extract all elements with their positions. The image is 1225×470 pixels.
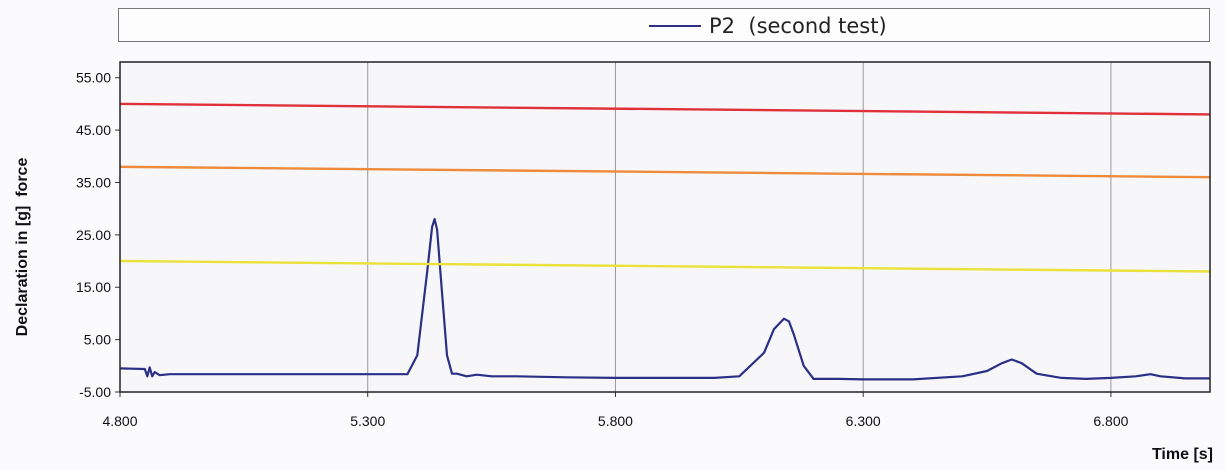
legend: P2 (second test) (118, 8, 1210, 42)
y-tick-label: 15.00 (76, 279, 111, 295)
y-tick-label: 55.00 (76, 70, 111, 86)
legend-label: P2 (second test) (709, 14, 887, 38)
threshold-line-3 (119, 259, 1211, 273)
y-tick-label: 45.00 (76, 122, 111, 138)
legend-item-p2[interactable]: P2 (second test) (649, 14, 887, 38)
x-tick-label: 5.300 (350, 413, 385, 429)
x-tick-label: 6.300 (846, 413, 881, 429)
y-tick-label: 5.00 (84, 332, 111, 348)
y-tick-label: 35.00 (76, 174, 111, 190)
x-axis-title: Time [s] (1152, 446, 1213, 463)
plot-frame (119, 61, 1211, 393)
x-tick-label: 6.800 (1093, 413, 1128, 429)
x-tick-label: 4.800 (102, 413, 137, 429)
x-tick-label: 5.800 (598, 413, 633, 429)
threshold-line-2 (119, 165, 1211, 179)
series-line-p2 (119, 218, 1210, 381)
y-tick-label: 25.00 (76, 227, 111, 243)
plot-area (120, 62, 1210, 392)
legend-swatch (649, 25, 701, 27)
y-tick-label: -5.00 (79, 384, 111, 400)
threshold-line-1 (119, 102, 1211, 116)
y-axis-title: Declaration in [g] force (14, 158, 31, 337)
